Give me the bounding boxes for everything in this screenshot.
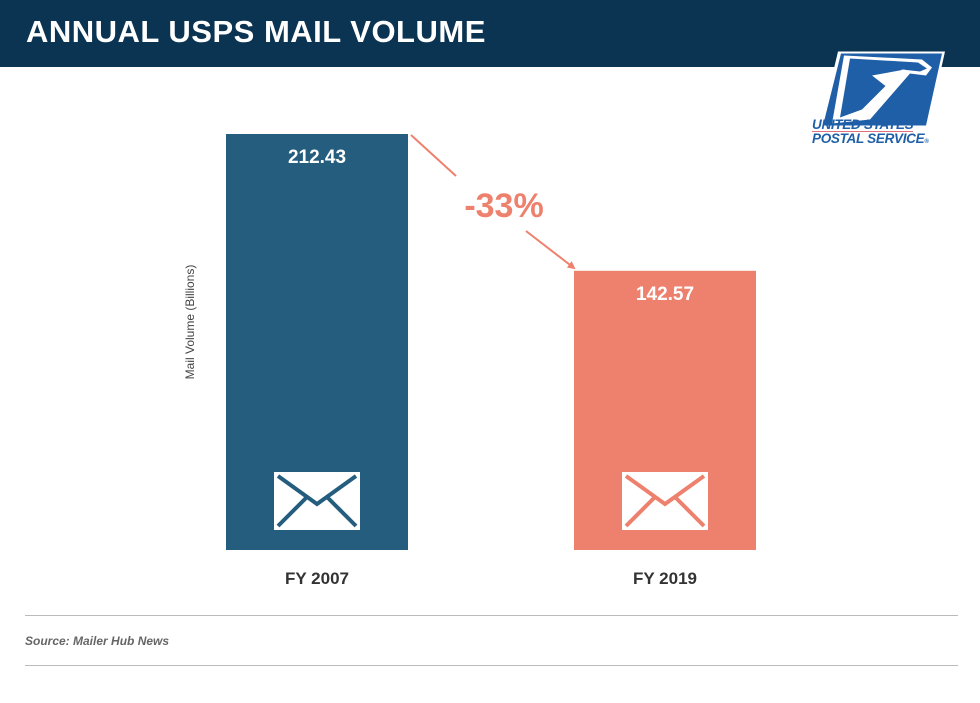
divider-bottom xyxy=(25,665,958,666)
category-label: FY 2019 xyxy=(633,569,697,588)
data-label: 142.57 xyxy=(636,284,694,305)
page-title: ANNUAL USPS MAIL VOLUME xyxy=(26,14,486,49)
source-note: Source: Mailer Hub News xyxy=(25,634,170,648)
trend-arrow-upper xyxy=(410,134,457,177)
divider-top xyxy=(25,615,958,616)
usps-eagle-logo xyxy=(820,51,945,128)
trend-arrow-lower xyxy=(525,230,576,270)
category-label: FY 2007 xyxy=(285,569,349,588)
envelope-icon xyxy=(274,472,360,530)
envelope-icon xyxy=(622,472,708,530)
percent-change-annotation: -33% xyxy=(464,187,543,225)
usps-logo-text: UNITED STATES POSTAL SERVICE® xyxy=(812,118,929,149)
data-label: 212.43 xyxy=(288,147,346,168)
logo-line2: POSTAL SERVICE xyxy=(812,131,925,146)
logo-registered-mark: ® xyxy=(924,139,929,145)
header-bar: ANNUAL USPS MAIL VOLUME xyxy=(0,0,980,67)
